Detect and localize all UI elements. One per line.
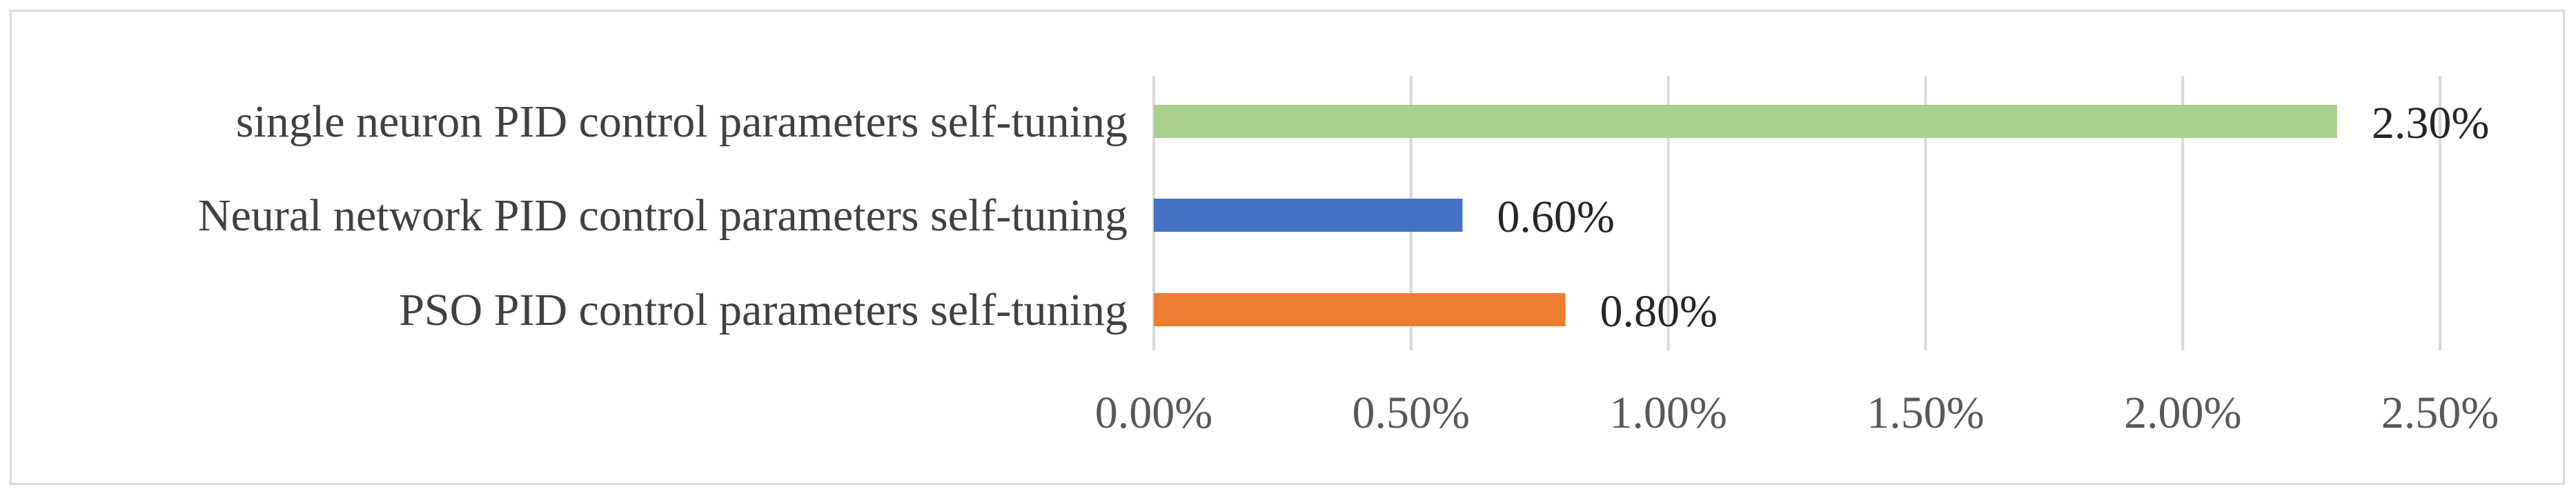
x-tick-label: 2.00% [2124, 388, 2241, 438]
bars [1154, 105, 2337, 326]
bar [1154, 293, 1566, 326]
x-tick-label: 0.50% [1353, 388, 1470, 438]
data-label: 2.30% [2372, 98, 2489, 148]
category-label: Neural network PID control parameters se… [198, 190, 1128, 241]
category-label: single neuron PID control parameters sel… [236, 97, 1128, 147]
category-label: PSO PID control parameters self-tuning [399, 285, 1128, 335]
x-tick-label: 1.00% [1609, 388, 1727, 438]
data-label: 0.60% [1497, 192, 1614, 242]
x-tick-label: 0.00% [1095, 388, 1212, 438]
data-label: 0.80% [1600, 286, 1717, 337]
labels: 0.00% 0.50% 1.00% 1.50% 2.00% 2.50% single neu… [198, 97, 2499, 438]
bar [1154, 105, 2337, 138]
bar [1154, 199, 1463, 232]
x-tick-label: 2.50% [2381, 388, 2499, 438]
x-tick-label: 1.50% [1867, 388, 1984, 438]
chart-frame [10, 10, 2565, 485]
